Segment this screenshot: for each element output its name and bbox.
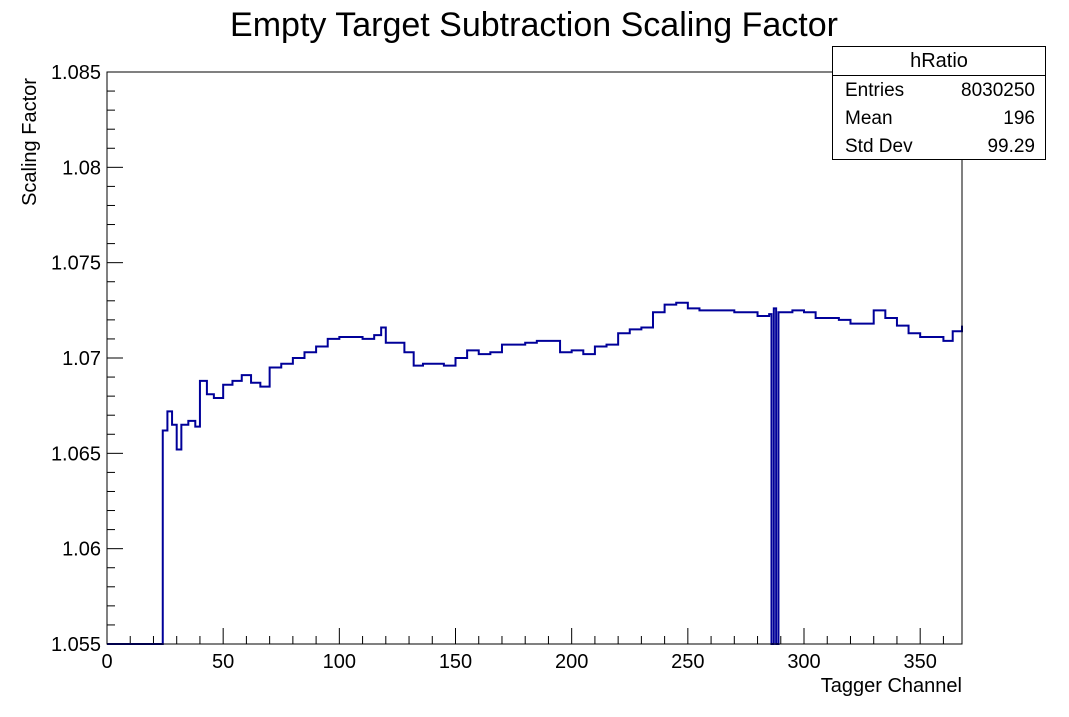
y-tick-label: 1.085 <box>51 62 101 84</box>
stats-value: 8030250 <box>961 80 1035 101</box>
y-tick-label: 1.075 <box>51 253 101 275</box>
y-tick-label: 1.07 <box>62 348 101 370</box>
stats-label: Mean <box>845 108 893 129</box>
x-tick-label: 50 <box>212 651 234 673</box>
y-tick-label: 1.055 <box>51 634 101 656</box>
stats-row-entries: Entries 8030250 <box>833 76 1045 104</box>
x-tick-label: 100 <box>323 651 356 673</box>
stats-label: Std Dev <box>845 136 913 157</box>
y-tick-label: 1.065 <box>51 443 101 465</box>
stats-label: Entries <box>845 80 905 101</box>
stats-row-stddev: Std Dev 99.29 <box>833 132 1045 160</box>
x-tick-label: 150 <box>439 651 472 673</box>
histogram-series-line <box>107 301 963 645</box>
plot-frame <box>106 71 963 645</box>
x-axis: 0 50 100 150 200 250 300 350 <box>101 628 944 673</box>
x-tick-label: 250 <box>671 651 704 673</box>
stats-value: 99.29 <box>987 136 1035 157</box>
stats-box: hRatio Entries 8030250 Mean 196 Std Dev … <box>832 46 1046 160</box>
y-axis-label: Scaling Factor <box>19 78 41 206</box>
stats-title: hRatio <box>833 47 1045 76</box>
y-tick-label: 1.08 <box>62 157 101 179</box>
y-tick-label: 1.06 <box>62 539 101 561</box>
x-tick-label: 350 <box>903 651 936 673</box>
x-tick-label: 0 <box>101 651 112 673</box>
x-axis-label: Tagger Channel <box>821 675 962 697</box>
x-tick-label: 300 <box>787 651 820 673</box>
stats-value: 196 <box>1003 108 1035 129</box>
stats-row-mean: Mean 196 <box>833 104 1045 132</box>
chart-title: Empty Target Subtraction Scaling Factor <box>230 6 838 44</box>
x-tick-label: 200 <box>555 651 588 673</box>
y-axis: 1.055 1.06 1.065 1.07 1.075 1.08 1.085 <box>51 62 123 656</box>
